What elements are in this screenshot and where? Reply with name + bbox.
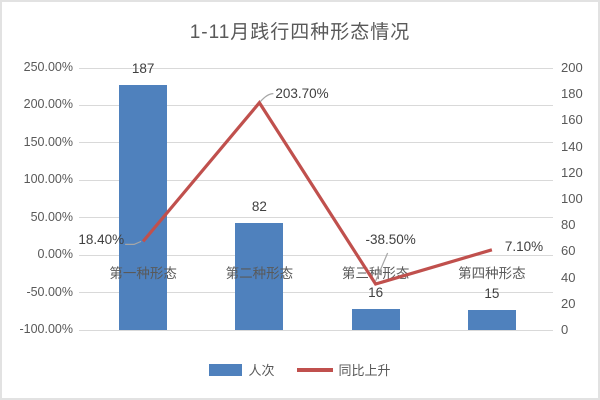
y-axis-right-tick-label: 20: [561, 295, 576, 311]
gridline: [79, 67, 553, 69]
y-axis-left-tick-label: 100.00%: [23, 172, 73, 187]
y-axis-right-tick-label: 120: [561, 164, 583, 180]
bar-value-label: 187: [131, 61, 155, 77]
y-axis-left-tick-label: 50.00%: [30, 209, 73, 224]
y-axis-left-tick-label: -50.00%: [26, 284, 73, 299]
legend-label-bars: 人次: [248, 363, 275, 378]
line-value-label: -38.50%: [365, 231, 416, 247]
y-axis-right-tick-label: 80: [561, 217, 576, 233]
bar-value-label: 82: [251, 198, 267, 214]
legend-line-swatch-icon: [296, 367, 333, 372]
y-axis-right-tick-label: 140: [561, 138, 583, 154]
bar: [467, 310, 516, 330]
legend-label-line: 同比上升: [338, 363, 391, 378]
y-axis-left-tick-label: 0.00%: [37, 247, 73, 262]
gridline: [79, 292, 553, 294]
y-axis-left-tick-label: 200.00%: [23, 97, 73, 112]
y-axis-left-tick-label: 250.00%: [23, 60, 73, 74]
category-label: 第三种形态: [341, 266, 410, 281]
y-axis-right-tick-label: 180: [561, 86, 583, 102]
trend-line: [141, 100, 493, 286]
category-label: 第二种形态: [225, 266, 294, 281]
y-axis-right-tick-label: 60: [561, 243, 576, 259]
label-leader-line: [259, 93, 274, 103]
y-axis-right-tick-label: 40: [561, 269, 576, 285]
category-label: 第四种形态: [458, 266, 526, 281]
y-axis-right-tick-label: 100: [561, 191, 583, 206]
y-axis-right-tick-label: 200: [561, 60, 583, 75]
bar-value-label: 16: [368, 285, 384, 301]
y-axis-left-tick-label: -100.00%: [19, 322, 73, 336]
category-label: 第一种形态: [109, 266, 177, 281]
line-value-label: 7.10%: [504, 238, 544, 254]
bar: [119, 85, 168, 330]
chart-title: 1-11月践行四种形态情况: [189, 22, 411, 43]
line-value-label: 203.70%: [275, 85, 329, 101]
line-value-label: 18.40%: [78, 232, 125, 248]
legend-bar-swatch-icon: [209, 363, 243, 376]
y-axis-right-tick-label: 0: [561, 322, 569, 337]
gridline: [79, 329, 553, 331]
legend: 人次 同比上升: [0, 360, 600, 379]
y-axis-right-tick-label: 160: [561, 112, 583, 128]
y-axis-left-tick-label: 150.00%: [23, 134, 73, 149]
bar-value-label: 15: [484, 286, 500, 302]
bar: [351, 309, 400, 330]
